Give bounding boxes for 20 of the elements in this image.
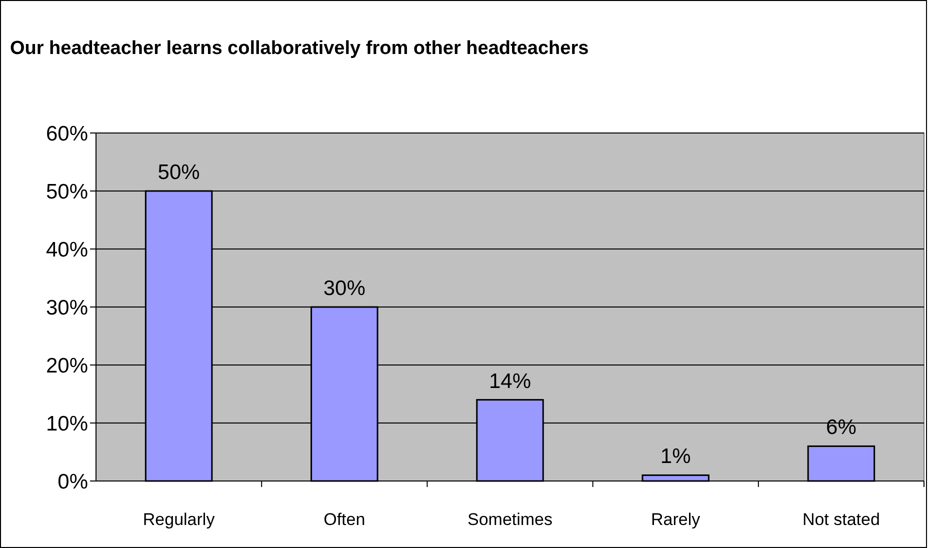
chart-title: Our headteacher learns collaboratively from other headteachers — [10, 38, 589, 59]
data-label: 50% — [158, 161, 200, 184]
y-tick-label: 10% — [46, 412, 88, 436]
y-tick-label: 0% — [58, 470, 88, 494]
y-tick-label: 20% — [46, 354, 88, 378]
bar — [807, 445, 876, 482]
y-tick-label: 60% — [46, 122, 88, 146]
data-label: 1% — [660, 445, 691, 468]
y-tick-label: 40% — [46, 238, 88, 262]
bar — [642, 474, 710, 482]
x-tick-label: Rarely — [651, 510, 701, 529]
x-tick-label: Not stated — [802, 510, 880, 529]
x-tick-label: Regularly — [142, 510, 216, 529]
x-tick-label: Often — [324, 510, 366, 529]
y-tick-label: 50% — [46, 180, 88, 204]
data-label: 6% — [826, 416, 856, 440]
data-label: 14% — [488, 370, 532, 393]
data-label: 30% — [323, 277, 366, 300]
x-tick-label: Sometimes — [467, 510, 553, 529]
y-tick-label: 30% — [46, 296, 88, 320]
